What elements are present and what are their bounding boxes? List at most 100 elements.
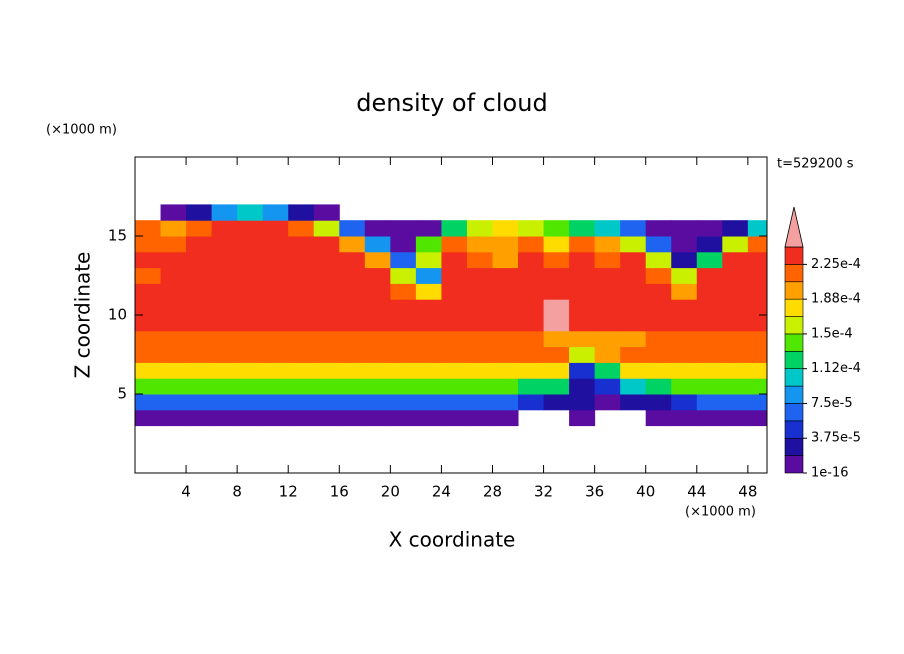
contour-cell	[160, 378, 187, 395]
x-tick-label: 32	[534, 483, 553, 501]
contour-cell	[364, 394, 391, 411]
contour-cell	[262, 251, 289, 269]
contour-cell	[237, 267, 264, 284]
contour-cell	[339, 299, 366, 316]
contour-cell	[441, 283, 468, 300]
contour-cell	[364, 251, 391, 269]
contour-cell	[135, 251, 162, 269]
contour-cell	[390, 378, 417, 395]
contour-cell	[492, 315, 519, 332]
contour-cell	[135, 378, 162, 395]
contour-cell	[288, 330, 315, 348]
contour-cell	[211, 283, 238, 300]
contour-cell	[135, 394, 162, 411]
contour-cell	[722, 299, 749, 316]
contour-cell	[211, 362, 238, 379]
colorbar-band	[784, 403, 804, 422]
contour-cell	[569, 315, 596, 332]
contour-cell	[747, 283, 767, 300]
contour-cell	[645, 394, 672, 411]
contour-cell	[135, 330, 162, 348]
contour-cell	[671, 409, 698, 427]
contour-cell	[594, 267, 621, 284]
contour-cell	[262, 267, 289, 284]
contour-cell	[671, 315, 698, 332]
y-unit: (×1000 m)	[46, 123, 117, 138]
contour-cell	[390, 330, 417, 348]
contour-cell	[415, 346, 442, 363]
contour-cell	[262, 362, 289, 379]
colorbar-band	[784, 437, 804, 456]
contour-cell	[722, 251, 749, 269]
contour-cell	[696, 346, 723, 363]
contour-cell	[313, 409, 340, 427]
contour-cell	[441, 394, 468, 411]
contour-cell	[135, 315, 162, 332]
contour-cell	[441, 236, 468, 253]
contour-cell	[594, 283, 621, 300]
colorbar-extend	[784, 206, 804, 248]
contour-cell	[722, 283, 749, 300]
contour-cell	[186, 378, 213, 395]
contour-cell	[262, 394, 289, 411]
colorbar-tick-label: 7.5e-5	[811, 396, 853, 411]
contour-cell	[747, 362, 767, 379]
contour-cell	[620, 330, 647, 348]
contour-cell	[696, 409, 723, 427]
contour-cell	[313, 220, 340, 237]
contour-cell	[569, 220, 596, 237]
contour-cell	[594, 362, 621, 379]
x-tick-label: 20	[381, 483, 400, 501]
contour-cell	[364, 378, 391, 395]
contour-cell	[186, 251, 213, 269]
contour-cell	[441, 267, 468, 284]
x-tick-label: 40	[636, 483, 655, 501]
contour-cell	[160, 299, 187, 316]
contour-cell	[135, 362, 162, 379]
contour-cell	[390, 362, 417, 379]
contour-cell	[211, 204, 238, 221]
contour-cell	[518, 267, 545, 284]
contour-cell	[466, 346, 493, 363]
contour-cell	[211, 409, 238, 427]
contour-cell	[415, 236, 442, 253]
colorbar-band	[784, 246, 804, 265]
contour-cell	[186, 315, 213, 332]
contour-cell	[722, 330, 749, 348]
contour-cell	[313, 315, 340, 332]
contour-cell	[747, 378, 767, 395]
contour-cell	[262, 220, 289, 237]
contour-cell	[415, 299, 442, 316]
contour-cell	[415, 283, 442, 300]
contour-cell	[594, 220, 621, 237]
contour-cell	[364, 283, 391, 300]
contour-cell	[441, 362, 468, 379]
contour-cell	[288, 378, 315, 395]
contour-cell	[466, 299, 493, 316]
contour-cell	[543, 299, 570, 316]
contour-cell	[594, 236, 621, 253]
contour-cell	[747, 220, 767, 237]
contour-cell	[645, 362, 672, 379]
contour-cell	[466, 267, 493, 284]
contour-cell	[492, 283, 519, 300]
contour-cell	[671, 346, 698, 363]
contour-cell	[543, 362, 570, 379]
y-tick-label: 15	[108, 227, 127, 245]
contour-cell	[569, 378, 596, 395]
x-tick-label: 16	[330, 483, 349, 501]
contour-cell	[390, 251, 417, 269]
contour-cell	[696, 330, 723, 348]
contour-cell	[441, 251, 468, 269]
contour-cell	[696, 299, 723, 316]
colorbar-band	[784, 333, 804, 352]
contour-cell	[747, 299, 767, 316]
contour-cell	[288, 283, 315, 300]
colorbar-band	[784, 298, 804, 317]
contour-cell	[237, 236, 264, 253]
contour-cell	[466, 251, 493, 269]
contour-cell	[466, 409, 493, 427]
contour-cell	[594, 378, 621, 395]
contour-cell	[313, 236, 340, 253]
colorbar-band	[784, 455, 804, 474]
